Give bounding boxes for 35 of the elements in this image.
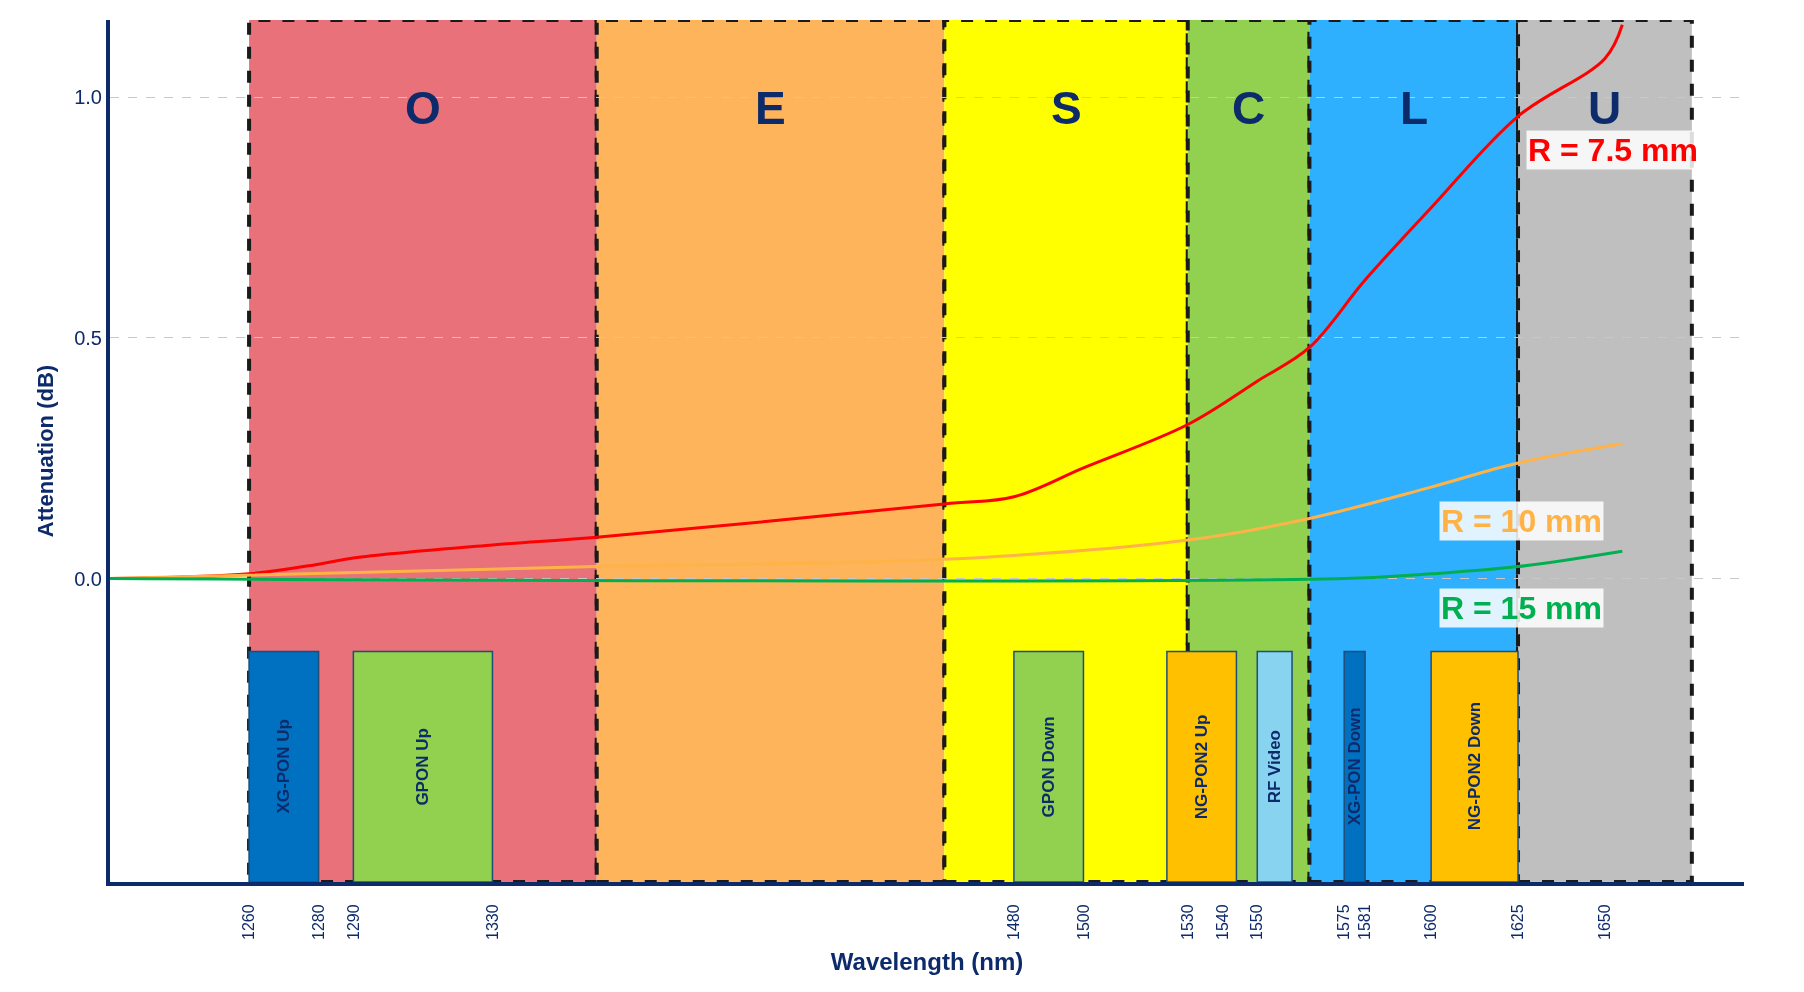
x-tick-label: 1260 (240, 904, 258, 940)
y-tick-label: 0.0 (74, 567, 102, 590)
x-tick-label: 1575 (1335, 904, 1353, 940)
band-label: GPON Down (1038, 716, 1058, 818)
band-label: C (1232, 82, 1266, 134)
x-tick-label: 1581 (1356, 904, 1374, 940)
band-label: L (1400, 82, 1429, 134)
x-tick-label: 1530 (1178, 904, 1196, 940)
band-label: XG-PON Down (1344, 707, 1364, 826)
band-label: E (755, 82, 786, 134)
x-tick-label: 1480 (1005, 904, 1023, 940)
x-axis-title: Wavelength (nm) (830, 947, 1024, 975)
x-tick-label: 1550 (1248, 904, 1266, 940)
y-tick-label: 1.0 (74, 86, 102, 109)
x-tick-label: 1280 (309, 904, 327, 940)
x-tick-label: 1540 (1213, 904, 1231, 940)
band-label: RF Video (1264, 730, 1284, 804)
x-tick-label: 1500 (1074, 904, 1092, 940)
x-tick-label: 1625 (1509, 904, 1527, 940)
band-label: XG-PON Up (274, 719, 294, 814)
series-label: R = 15 mm (1441, 590, 1602, 626)
band-label: NG-PON2 Down (1464, 701, 1484, 831)
y-axis-title: Attenuation (dB) (33, 364, 59, 538)
x-tick-label: 1650 (1596, 904, 1614, 940)
band-label: NG-PON2 Up (1191, 714, 1211, 820)
band-label: O (405, 82, 441, 134)
x-tick-label: 1330 (483, 904, 501, 940)
band-label: U (1588, 82, 1622, 134)
band-label: GPON Up (413, 728, 433, 806)
x-tick-label: 1600 (1422, 904, 1440, 940)
x-tick-label: 1290 (344, 904, 362, 940)
series-label: R = 7.5 mm (1528, 132, 1698, 168)
series-label: R = 10 mm (1441, 503, 1602, 539)
band-label: S (1051, 82, 1082, 134)
y-tick-label: 0.5 (74, 326, 102, 349)
